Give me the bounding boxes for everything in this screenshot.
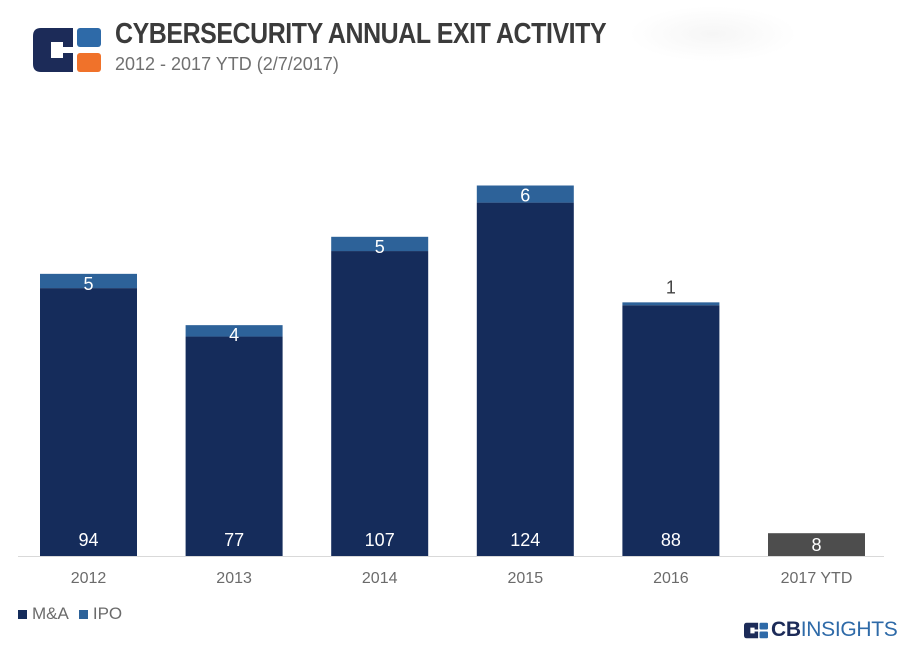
x-tick-2014: 2014	[362, 570, 398, 587]
x-tick-2012: 2012	[71, 570, 107, 587]
chart-title: CYBERSECURITY ANNUAL EXIT ACTIVITY	[115, 18, 607, 50]
x-tick-2017-ytd: 2017 YTD	[781, 570, 853, 587]
bar-ma-2013	[185, 336, 283, 556]
label-ipo-2016: 1	[666, 277, 676, 297]
x-tick-2016: 2016	[653, 570, 689, 587]
bar-ipo-2013	[185, 325, 283, 337]
legend-label-ma: M&A	[32, 604, 69, 623]
brand-insights-text: INSIGHTS	[800, 618, 898, 641]
bar-ipo-2016	[622, 302, 720, 306]
legend-swatch-ipo	[78, 609, 88, 619]
legend-swatch-ma	[18, 609, 27, 619]
brand-cb-text: CB	[771, 618, 801, 641]
bar-ipo-2012	[40, 273, 137, 289]
chart-legend: M&A IPO	[18, 604, 122, 624]
label-ipo-2012: 5	[83, 274, 93, 294]
smudge-overlay	[628, 6, 798, 62]
legend-item-ipo: IPO	[78, 604, 123, 624]
bar-total-2017-ytd	[768, 533, 865, 556]
label-ma-2014: 107	[365, 530, 395, 550]
cbinsights-brand: CB INSIGHTS	[744, 618, 898, 642]
legend-label-ipo: IPO	[92, 604, 123, 623]
cbinsights-brand-icon	[744, 622, 768, 638]
x-tick-2015: 2015	[508, 570, 544, 587]
exit-activity-chart: 94 5 2012 77 4 2013 107 5 2014 124 6 2015 88 1 2016 8 20…	[18, 185, 884, 587]
label-ipo-2013: 4	[229, 325, 239, 345]
legend-item-ma: M&A	[18, 604, 69, 624]
label-ma-2016: 88	[661, 530, 681, 550]
label-ma-2013: 77	[224, 530, 244, 550]
label-total-2017-ytd: 8	[811, 535, 821, 555]
x-tick-2013: 2013	[216, 570, 252, 587]
bar-ma-2015	[476, 202, 574, 556]
bar-ipo-2014	[331, 236, 429, 252]
label-ma-2012: 94	[78, 530, 98, 550]
chart-subtitle: 2012 - 2017 YTD (2/7/2017)	[115, 54, 339, 74]
bar-ma-2014	[331, 251, 429, 557]
bar-ipo-2015	[476, 185, 574, 203]
bar-ma-2016	[622, 305, 720, 556]
label-ipo-2014: 5	[375, 237, 385, 257]
label-ipo-2015: 6	[520, 186, 530, 206]
label-ma-2015: 124	[510, 530, 540, 550]
bar-ma-2012	[40, 288, 137, 556]
cb-logo-icon	[33, 28, 101, 72]
